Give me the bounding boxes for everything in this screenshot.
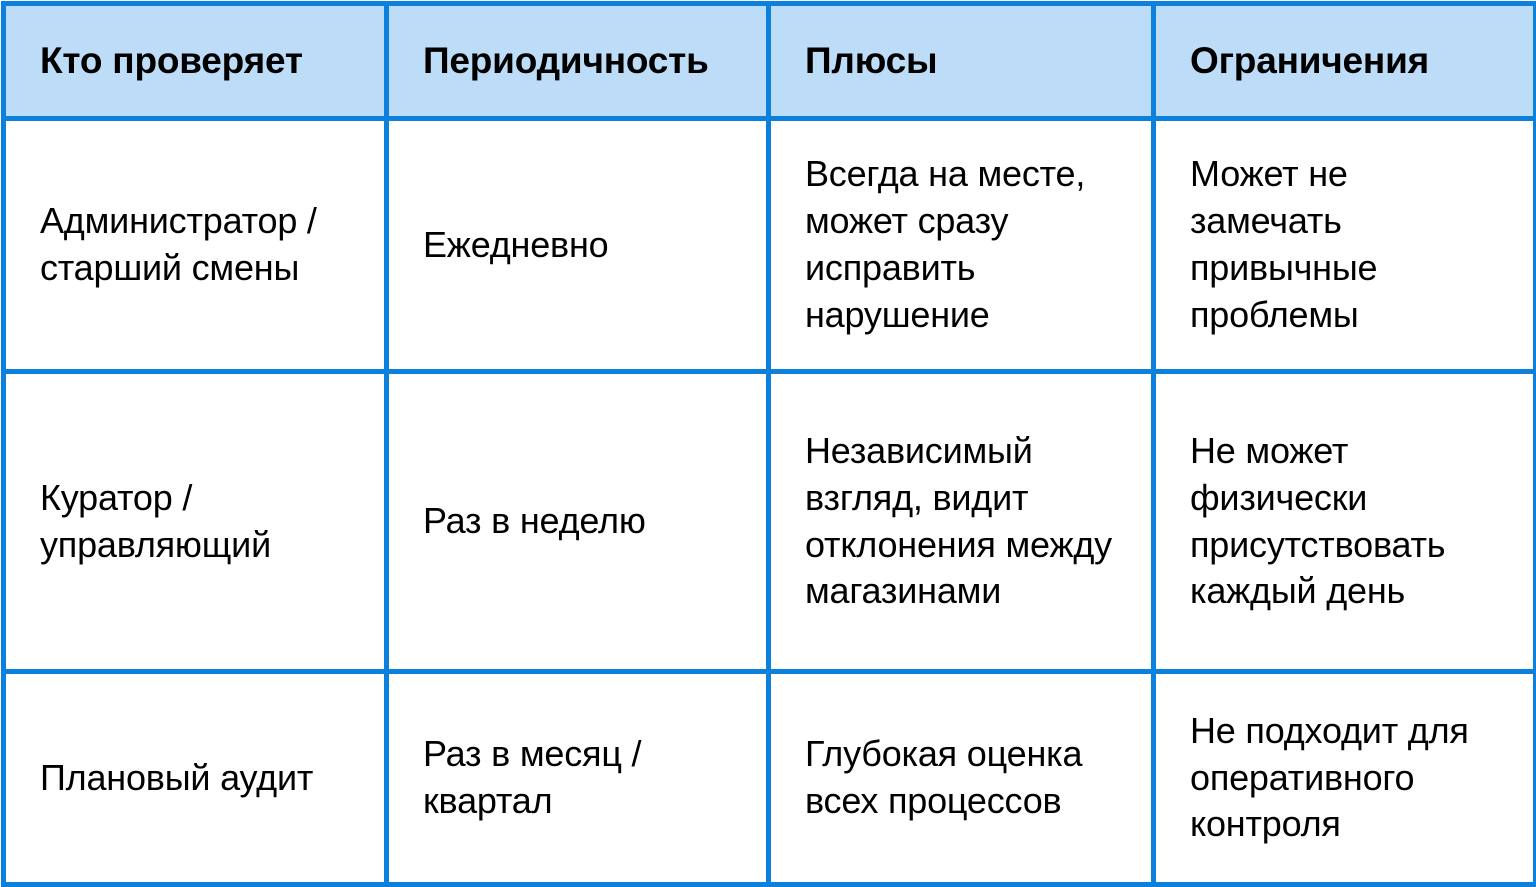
- cell-pros-text: Глубокая оценка всех процессов: [805, 733, 1083, 821]
- column-header-pros: Плюсы: [766, 1, 1156, 121]
- cell-who: Куратор / управляющий: [1, 369, 389, 674]
- cell-frequency-text: Ежедневно: [423, 223, 609, 265]
- cell-limits-text: Может не замечать привычные проблемы: [1190, 153, 1378, 335]
- cell-limits: Не подходит для оперативного контроля: [1151, 669, 1536, 887]
- cell-who-text: Администратор / старший смены: [40, 200, 317, 288]
- table-header: Кто проверяет Периодичность Плюсы Ограни…: [1, 1, 1536, 121]
- table-row: Плановый аудит Раз в месяц / квартал Глу…: [1, 669, 1536, 887]
- cell-pros-text: Всегда на месте, может сразу исправить н…: [805, 153, 1086, 335]
- cell-pros: Всегда на месте, может сразу исправить н…: [766, 116, 1156, 374]
- cell-frequency: Ежедневно: [384, 116, 771, 374]
- table-row: Администратор / старший смены Ежедневно …: [1, 116, 1536, 374]
- header-row: Кто проверяет Периодичность Плюсы Ограни…: [1, 1, 1536, 121]
- cell-pros: Независимый взгляд, видит отклонения меж…: [766, 369, 1156, 674]
- cell-limits-text: Не подходит для оперативного контроля: [1190, 709, 1469, 845]
- column-header-pros-label: Плюсы: [805, 39, 938, 81]
- cell-who: Плановый аудит: [1, 669, 389, 887]
- column-header-who: Кто проверяет: [1, 1, 389, 121]
- column-header-frequency-label: Периодичность: [423, 39, 709, 81]
- cell-limits-text: Не может физически присутствовать каждый…: [1190, 429, 1446, 612]
- cell-limits: Может не замечать привычные проблемы: [1151, 116, 1536, 374]
- cell-pros-text: Независимый взгляд, видит отклонения меж…: [805, 429, 1112, 612]
- column-header-frequency: Периодичность: [384, 1, 771, 121]
- cell-limits: Не может физически присутствовать каждый…: [1151, 369, 1536, 674]
- cell-who-text: Плановый аудит: [40, 756, 314, 798]
- table-row: Куратор / управляющий Раз в неделю Незав…: [1, 369, 1536, 674]
- table-body: Администратор / старший смены Ежедневно …: [1, 116, 1536, 887]
- cell-pros: Глубокая оценка всех процессов: [766, 669, 1156, 887]
- cell-frequency: Раз в неделю: [384, 369, 771, 674]
- cell-frequency-text: Раз в неделю: [423, 500, 646, 542]
- cell-who: Администратор / старший смены: [1, 116, 389, 374]
- cell-frequency-text: Раз в месяц / квартал: [423, 733, 642, 821]
- column-header-limits-label: Ограничения: [1190, 39, 1430, 81]
- column-header-who-label: Кто проверяет: [40, 39, 303, 81]
- column-header-limits: Ограничения: [1151, 1, 1536, 121]
- cell-who-text: Куратор / управляющий: [40, 476, 271, 565]
- cell-frequency: Раз в месяц / квартал: [384, 669, 771, 887]
